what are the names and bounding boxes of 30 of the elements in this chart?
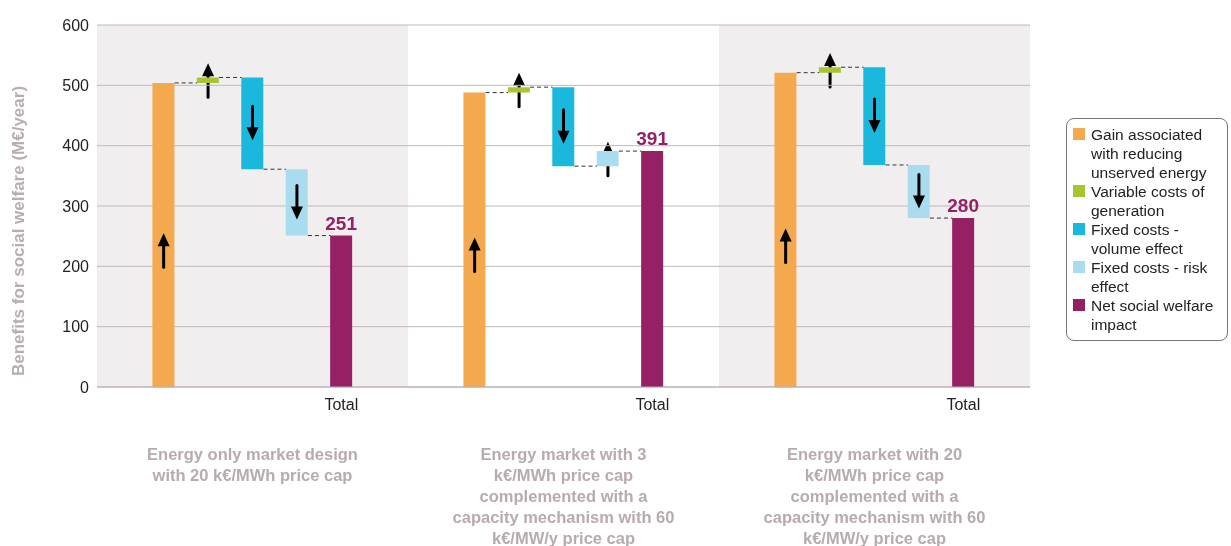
- bar: [463, 92, 486, 387]
- y-tick-label: 600: [62, 16, 90, 34]
- y-tick-label: 300: [62, 197, 90, 215]
- text: Energy only market design with 20 k€/MWh price cap: [146, 444, 359, 486]
- bar: [241, 77, 264, 170]
- bar: [863, 67, 886, 165]
- bar: [774, 72, 797, 387]
- y-tick-label: 100: [62, 318, 90, 336]
- x-tick-label: Total: [324, 396, 359, 414]
- y-tick-label: 200: [62, 258, 90, 276]
- legend-label: Gain associated with reducing unserved energy: [1091, 125, 1208, 182]
- x-tick-label: Total: [946, 396, 981, 414]
- data-label: 251: [325, 212, 358, 234]
- legend-label: Fixed costs - risk effect: [1091, 258, 1209, 296]
- data-label: 280: [947, 195, 979, 217]
- bar: [552, 87, 575, 167]
- y-tick-label: 400: [62, 137, 90, 155]
- bar: [596, 151, 619, 167]
- bar: [952, 218, 975, 387]
- y-axis-title: Benefits for social welfare (M€/year): [9, 85, 29, 376]
- data-label: 391: [636, 128, 669, 150]
- bar: [152, 82, 175, 387]
- y-tick-label: 500: [62, 77, 90, 95]
- legend-label: Fixed costs - volume effect: [1091, 220, 1184, 258]
- bar: [330, 235, 353, 387]
- legend-label: Net social welfare impact: [1091, 296, 1215, 334]
- y-tick-label: 0: [80, 378, 90, 396]
- legend-label: Variable costs of generation: [1091, 182, 1206, 220]
- x-tick-label: Total: [635, 396, 670, 414]
- bar: [641, 151, 664, 387]
